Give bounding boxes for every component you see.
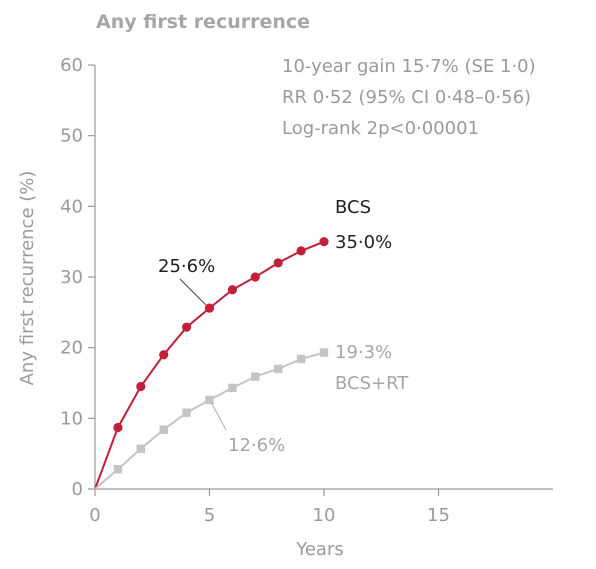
- chart-title: Any first recurrence: [96, 11, 310, 33]
- data-point-bcs: [113, 422, 123, 433]
- data-point-bcs: [136, 381, 146, 392]
- x-tick-label: 15: [427, 505, 450, 526]
- y-tick-label: 60: [60, 55, 83, 76]
- annotation-leader-bcs-rt: [210, 401, 227, 431]
- axes: 0 10 20 30 40 50 60 0 5 10 15: [60, 55, 553, 526]
- data-point-bcs: [204, 303, 215, 313]
- y-tick-label: 10: [60, 408, 83, 429]
- x-axis-title: Years: [295, 539, 344, 560]
- series-line-bcs: [94, 240, 325, 490]
- stats-line-2: RR 0·52 (95% CI 0·48–0·56): [282, 87, 531, 108]
- stats-line-3: Log-rank 2p<0·00001: [282, 118, 479, 139]
- data-point-bcs: [182, 322, 192, 332]
- data-point-bcs: [296, 246, 306, 256]
- series-label-bcs-rt: BCS+RT: [335, 373, 409, 394]
- x-tick-label: 5: [204, 505, 215, 526]
- data-point-bcs: [319, 237, 329, 247]
- data-point-bcs-rt: [296, 354, 306, 364]
- data-point-bcs-rt: [136, 444, 145, 453]
- data-point-bcs: [227, 285, 237, 295]
- end-label-bcs-rt: 19·3%: [335, 342, 392, 363]
- annotation-bcs-5yr: 25·6%: [158, 256, 215, 277]
- data-point-bcs-rt: [228, 383, 237, 393]
- x-tick-label: 10: [313, 505, 336, 526]
- data-point-bcs-rt: [159, 425, 168, 434]
- data-point-bcs-rt: [182, 408, 191, 417]
- series-label-bcs: BCS: [335, 197, 371, 218]
- data-point-bcs-rt: [113, 465, 123, 474]
- x-tick-label: 0: [89, 505, 100, 526]
- stats-line-1: 10-year gain 15·7% (SE 1·0): [282, 56, 536, 77]
- end-label-bcs: 35·0%: [335, 232, 392, 253]
- data-point-bcs-rt: [319, 348, 329, 357]
- data-point-bcs-rt: [274, 364, 283, 374]
- data-point-bcs-rt: [251, 372, 260, 381]
- data-point-bcs: [250, 272, 260, 282]
- y-tick-label: 50: [60, 126, 83, 147]
- y-tick-label: 40: [60, 196, 83, 217]
- series-line-bcs-rt: [94, 351, 325, 490]
- y-tick-label: 0: [72, 479, 83, 500]
- annotation-leader-bcs: [179, 278, 207, 306]
- y-axis-title: Any first recurrence (%): [17, 171, 38, 386]
- y-tick-label: 20: [60, 338, 83, 359]
- annotation-bcs-rt-5yr: 12·6%: [228, 435, 285, 456]
- y-tick-label: 30: [60, 267, 83, 288]
- series-layer: [94, 237, 329, 490]
- data-point-bcs-rt: [205, 395, 214, 405]
- data-point-bcs: [273, 258, 283, 268]
- data-point-bcs: [159, 350, 169, 360]
